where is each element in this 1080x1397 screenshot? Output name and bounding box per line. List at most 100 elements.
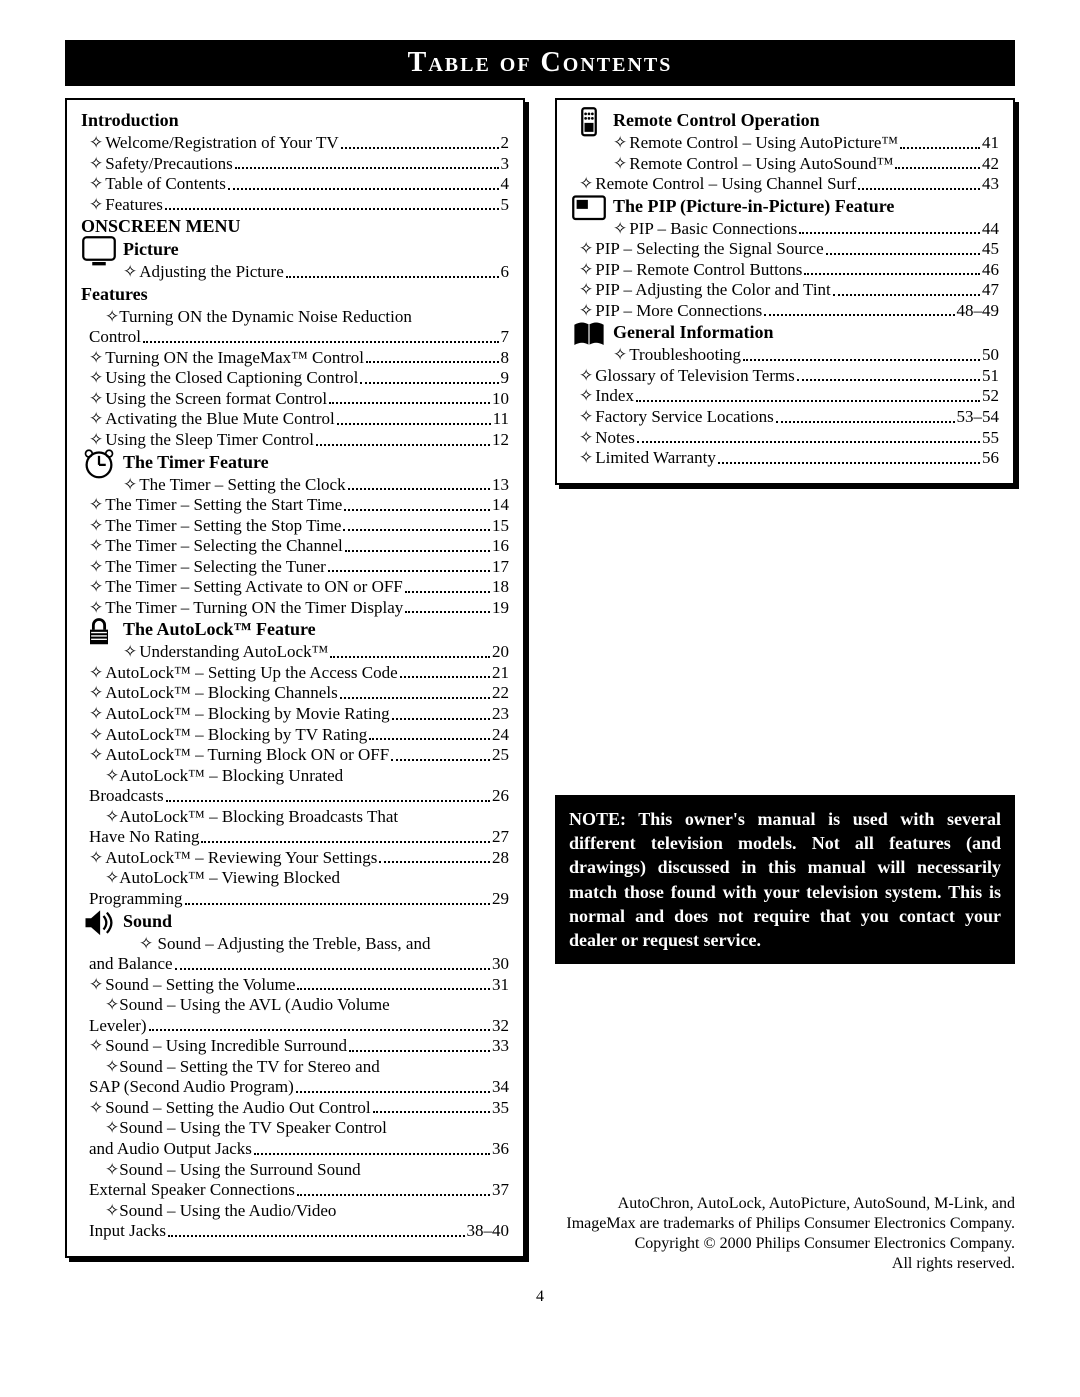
leader-dots	[369, 738, 490, 740]
subsection-heading: General Information	[613, 322, 999, 343]
toc-label: Broadcasts	[89, 786, 164, 806]
toc-label: PIP – Remote Control Buttons	[595, 260, 802, 280]
clock-icon	[81, 448, 117, 478]
toc-page: 4	[501, 174, 510, 194]
leader-dots	[900, 147, 980, 149]
leader-dots	[168, 1235, 465, 1237]
toc-entry: ✧Limited Warranty56	[571, 448, 999, 468]
toc-entry: ✧Using the Screen format Control10	[81, 389, 509, 409]
toc-page: 20	[492, 642, 509, 662]
leader-dots	[833, 294, 980, 296]
leader-dots	[228, 188, 499, 190]
toc-label: AutoLock™ – Setting Up the Access Code	[105, 663, 397, 683]
toc-entry: ✧Remote Control – Using Channel Surf43	[571, 174, 999, 194]
toc-entry-continuation: ✧ Sound – Adjusting the Treble, Bass, an…	[81, 934, 509, 954]
bullet-icon: ✧	[123, 642, 139, 662]
toc-entry: Control7	[81, 327, 509, 347]
leader-dots	[799, 232, 980, 234]
toc-entry: Input Jacks38–40	[81, 1221, 509, 1241]
toc-page: 13	[492, 475, 509, 495]
subsection: The PIP (Picture-in-Picture) Feature	[571, 196, 999, 217]
speaker-icon	[81, 907, 117, 937]
trademark-line: Copyright © 2000 Philips Consumer Electr…	[555, 1234, 1015, 1254]
leader-dots	[235, 167, 499, 169]
toc-label: Sound – Setting the Audio Out Control	[105, 1098, 370, 1118]
subsection: Remote Control Operation	[571, 110, 999, 131]
toc-entry: ✧AutoLock™ – Turning Block ON or OFF25	[81, 745, 509, 765]
toc-page: 26	[492, 786, 509, 806]
subsection-heading: Remote Control Operation	[613, 110, 999, 131]
leader-dots	[366, 361, 499, 363]
toc-page: 55	[982, 428, 999, 448]
toc-label: Using the Sleep Timer Control	[105, 430, 314, 450]
subsection: General Information	[571, 322, 999, 343]
toc-entry: ✧Remote Control – Using AutoPicture™41	[571, 133, 999, 153]
leader-dots	[400, 676, 490, 678]
leader-dots	[328, 570, 490, 572]
leader-dots	[175, 968, 490, 970]
toc-page: 47	[982, 280, 999, 300]
content-columns: Introduction✧Welcome/Registration of You…	[65, 98, 1015, 1274]
toc-label: Safety/Precautions	[105, 154, 232, 174]
toc-entry: SAP (Second Audio Program)34	[81, 1077, 509, 1097]
bullet-icon: ✧	[89, 725, 105, 745]
toc-entry: ✧Turning ON the ImageMax™ Control8	[81, 348, 509, 368]
lock-icon	[81, 615, 117, 645]
leader-dots	[743, 359, 980, 361]
bullet-icon: ✧	[613, 133, 629, 153]
toc-label: AutoLock™ – Turning Block ON or OFF	[105, 745, 389, 765]
bullet-icon: ✧	[579, 386, 595, 406]
toc-page: 32	[492, 1016, 509, 1036]
leader-dots	[764, 314, 954, 316]
toc-page: 8	[501, 348, 510, 368]
bullet-icon: ✧	[89, 154, 105, 174]
toc-entry: Have No Rating27	[81, 827, 509, 847]
toc-page: 42	[982, 154, 999, 174]
leader-dots	[804, 273, 980, 275]
bullet-icon: ✧	[123, 475, 139, 495]
toc-label: Using the Screen format Control	[105, 389, 327, 409]
toc-label: Welcome/Registration of Your TV	[105, 133, 338, 153]
toc-entry: Leveler)32	[81, 1016, 509, 1036]
book-icon	[571, 318, 607, 348]
toc-entry: ✧The Timer – Setting the Clock13	[81, 475, 509, 495]
toc-label: PIP – Adjusting the Color and Tint	[595, 280, 831, 300]
toc-label: PIP – Basic Connections	[629, 219, 797, 239]
toc-entry: ✧Understanding AutoLock™20	[81, 642, 509, 662]
toc-page: 53–54	[957, 407, 1000, 427]
toc-entry: ✧PIP – More Connections48–49	[571, 301, 999, 321]
toc-label: Features	[105, 195, 163, 215]
trademark-line: All rights reserved.	[555, 1254, 1015, 1274]
toc-label: Factory Service Locations	[595, 407, 773, 427]
toc-label: The Timer – Selecting the Channel	[105, 536, 343, 556]
toc-page: 37	[492, 1180, 509, 1200]
left-toc-box: Introduction✧Welcome/Registration of You…	[65, 98, 525, 1258]
left-column: Introduction✧Welcome/Registration of You…	[65, 98, 525, 1258]
toc-label: AutoLock™ – Reviewing Your Settings	[105, 848, 377, 868]
toc-page: 56	[982, 448, 999, 468]
subsection: The Timer Feature	[81, 452, 509, 473]
leader-dots	[344, 509, 490, 511]
leader-dots	[348, 488, 490, 490]
toc-entry: ✧Sound – Setting the Volume31	[81, 975, 509, 995]
toc-entry: ✧Safety/Precautions3	[81, 154, 509, 174]
toc-page: 2	[501, 133, 510, 153]
subsection-heading: The AutoLock™ Feature	[123, 619, 509, 640]
bullet-icon: ✧	[89, 368, 105, 388]
bullet-icon: ✧	[89, 536, 105, 556]
toc-label: and Balance	[89, 954, 173, 974]
toc-entry: ✧PIP – Selecting the Signal Source45	[571, 239, 999, 259]
toc-entry: ✧Using the Closed Captioning Control9	[81, 368, 509, 388]
bullet-icon: ✧	[89, 348, 105, 368]
toc-label: Index	[595, 386, 634, 406]
toc-label: Glossary of Television Terms	[595, 366, 795, 386]
subsection-heading: The PIP (Picture-in-Picture) Feature	[613, 196, 999, 217]
toc-entry-continuation: ✧AutoLock™ – Blocking Broadcasts That	[81, 807, 509, 827]
toc-entry: ✧The Timer – Turning ON the Timer Displa…	[81, 598, 509, 618]
toc-label: Troubleshooting	[629, 345, 741, 365]
leader-dots	[330, 656, 490, 658]
toc-entry-continuation: ✧Turning ON the Dynamic Noise Reduction	[81, 307, 509, 327]
leader-dots	[254, 1153, 490, 1155]
leader-dots	[392, 718, 490, 720]
leader-dots	[337, 423, 491, 425]
